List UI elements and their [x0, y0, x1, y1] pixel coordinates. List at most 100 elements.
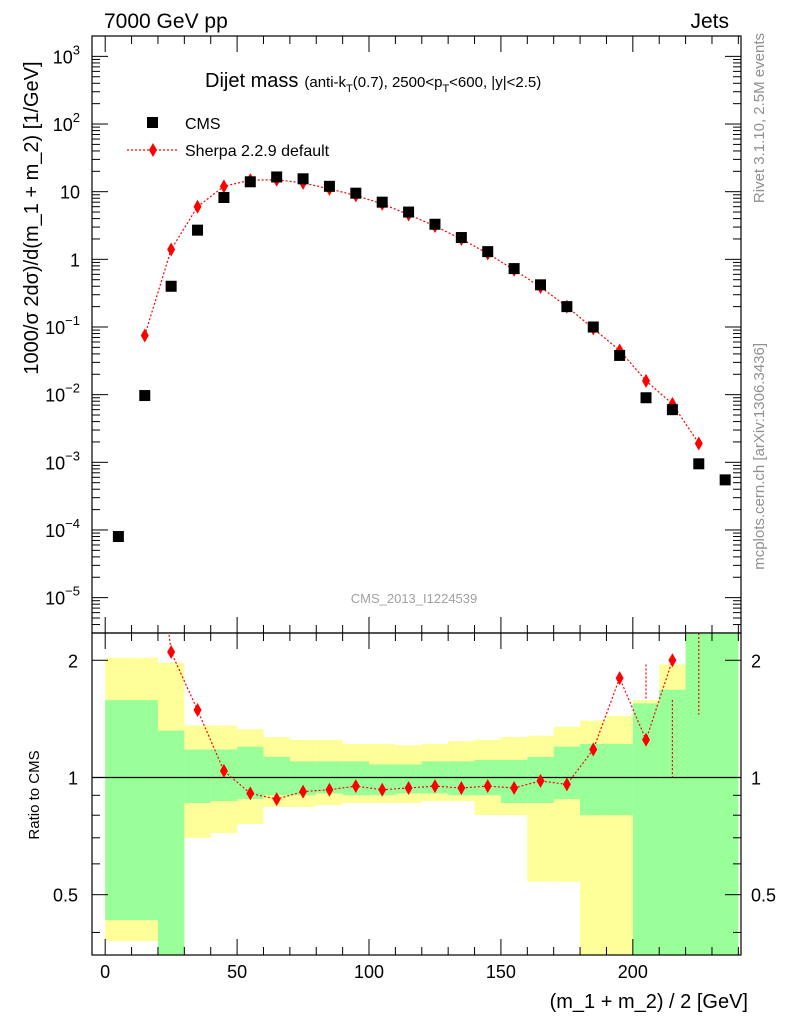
- sherpa-ratio-point: [457, 780, 466, 795]
- sherpa-ratio-point: [536, 773, 545, 788]
- sherpa-data-point: [219, 179, 228, 194]
- x-axis-ticks: 0 50 100 150 200: [100, 36, 739, 982]
- x-tick-label: 100: [354, 962, 384, 982]
- cms-data-point: [139, 390, 151, 402]
- cms-data-point: [666, 404, 678, 416]
- legend-cms-label: CMS: [185, 116, 221, 133]
- sherpa-data-point: [694, 436, 703, 451]
- cms-data-point: [614, 349, 626, 361]
- ratio-y-tick-label-right: 1: [751, 768, 761, 788]
- cms-data-point: [719, 474, 731, 486]
- y-tick-label: 102: [53, 110, 80, 135]
- cms-series: [112, 171, 731, 543]
- cms-data-point: [297, 173, 309, 185]
- cms-data-point: [561, 301, 573, 313]
- cms-data-point: [587, 321, 599, 333]
- sherpa-series: [140, 172, 703, 451]
- cms-data-point: [429, 218, 441, 230]
- sherpa-ratio-point: [562, 777, 571, 792]
- cms-data-point: [376, 196, 388, 208]
- sherpa-ratio-point: [378, 782, 387, 797]
- sherpa-data-point: [642, 373, 651, 388]
- stat-uncertainty-band: [184, 749, 211, 803]
- sherpa-ratio-point: [589, 742, 598, 757]
- y-tick-label: 10−5: [45, 584, 80, 609]
- legend-sherpa-marker: [149, 143, 157, 157]
- sherpa-ratio-point: [193, 703, 202, 718]
- cms-data-point: [640, 392, 652, 404]
- analysis-id: CMS_2013_I1224539: [351, 591, 478, 606]
- y-axis-label: 1000/σ 2dσ)/d(m_1 + m_2) [1/GeV]: [21, 61, 43, 374]
- header-left: 7000 GeV pp: [104, 10, 228, 33]
- y-tick-label: 10−2: [45, 381, 80, 406]
- stat-uncertainty-band: [131, 700, 158, 921]
- sherpa-ratio-point: [430, 779, 439, 794]
- sherpa-ratio-point: [510, 780, 519, 795]
- legend-cms-marker: [147, 117, 158, 128]
- ratio-y-ticks: 2 2 1 1 0.5 0.5: [53, 651, 776, 933]
- sherpa-ratio-point: [167, 645, 176, 660]
- ratio-y-axis-label: Ratio to CMS: [26, 750, 43, 839]
- cms-data-point: [534, 279, 546, 291]
- sherpa-data-point: [193, 199, 202, 214]
- cms-data-point: [403, 206, 415, 218]
- cms-data-point: [455, 232, 467, 244]
- sherpa-ratio-point: [219, 763, 228, 778]
- sherpa-ratio-point: [668, 653, 677, 668]
- sherpa-ratio-point: [404, 780, 413, 795]
- header-right: Jets: [690, 10, 729, 33]
- ratio-y-tick-label: 0.5: [53, 886, 78, 906]
- sherpa-ratio-point: [642, 732, 651, 747]
- sherpa-ratio-point: [272, 792, 281, 807]
- cms-data-point: [165, 280, 177, 292]
- legend: CMS Sherpa 2.2.9 default: [127, 116, 330, 160]
- y-tick-label: 10: [60, 183, 80, 203]
- stat-uncertainty-band: [711, 633, 739, 955]
- ratio-y-tick-label: 1: [68, 768, 78, 788]
- x-tick-label: 150: [486, 962, 516, 982]
- rivet-version-label: Rivet 3.1.10, 2.5M events: [751, 33, 768, 203]
- cms-data-point: [271, 171, 283, 183]
- ratio-y-tick-label-right: 2: [751, 651, 761, 671]
- cms-data-point: [218, 192, 230, 204]
- cms-data-point: [112, 531, 124, 543]
- cms-data-point: [508, 263, 520, 275]
- x-tick-label: 200: [618, 962, 648, 982]
- cms-data-point: [482, 246, 494, 258]
- sherpa-ratio-point: [351, 779, 360, 794]
- sherpa-ratio-point: [615, 671, 624, 686]
- ratio-y-tick-label: 2: [68, 651, 78, 671]
- y-tick-label: 1: [70, 250, 80, 270]
- source-label: mcplots.cern.ch [arXiv:1306.3436]: [751, 343, 768, 570]
- sherpa-ratio-point: [325, 782, 334, 797]
- chart-title: Dijet mass (anti-kT(0.7), 2500<pT<600, |y…: [205, 70, 541, 95]
- stat-uncertainty-band: [105, 700, 132, 921]
- legend-sherpa-label: Sherpa 2.2.9 default: [185, 143, 330, 160]
- cms-data-point: [323, 180, 335, 192]
- stat-uncertainty-band: [263, 756, 290, 796]
- sherpa-data-point: [140, 328, 149, 343]
- x-tick-label: 50: [227, 962, 247, 982]
- x-tick-label: 0: [100, 962, 110, 982]
- y-tick-label: 103: [53, 42, 80, 67]
- stat-uncertainty-band: [606, 743, 633, 816]
- sherpa-ratio-series: [141, 425, 700, 807]
- stat-uncertainty-band: [157, 730, 185, 955]
- sherpa-ratio-point: [483, 779, 492, 794]
- cms-data-point: [244, 176, 256, 188]
- cms-data-point: [350, 187, 362, 199]
- sherpa-ratio-point: [246, 786, 255, 801]
- x-axis-label: (m_1 + m_2) / 2 [GeV]: [550, 991, 748, 1013]
- y-tick-label: 10−4: [45, 516, 80, 541]
- sherpa-data-point: [167, 242, 176, 257]
- uncertainty-bands: [105, 633, 739, 955]
- ratio-plot-frame: [91, 632, 742, 956]
- sherpa-series-line: [144, 179, 700, 444]
- y-tick-label: 10−3: [45, 448, 80, 473]
- ratio-plot-panel: 0 50 100 150 200 2 2 1 1 0.5 0.5: [53, 36, 776, 982]
- cms-data-point: [192, 224, 204, 236]
- sherpa-ratio-point: [141, 425, 149, 439]
